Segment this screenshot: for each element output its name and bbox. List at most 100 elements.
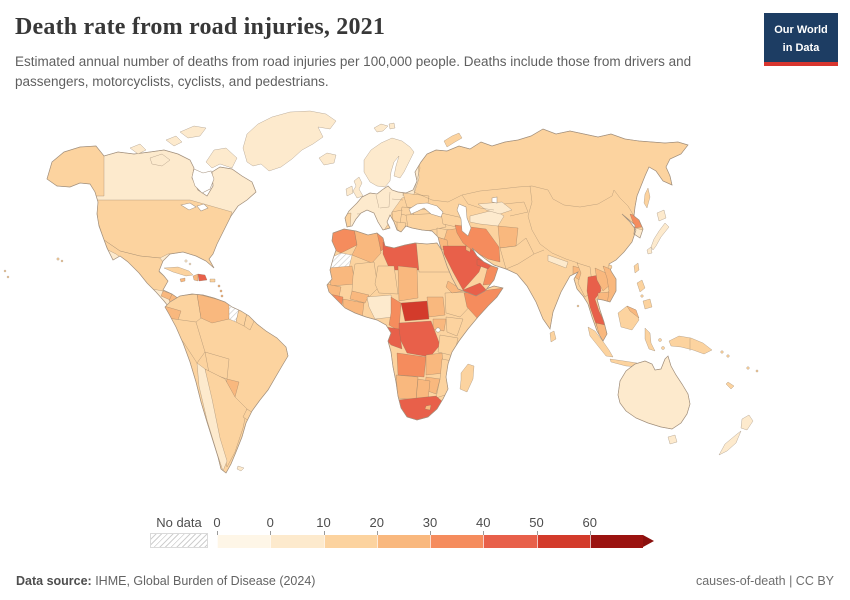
country-nigeria[interactable] [366,294,394,320]
country-philippines-luzon[interactable] [636,279,646,293]
country-canada-baffin[interactable] [205,147,238,169]
sea-black-sea [408,202,444,218]
legend-tick-mark [589,531,591,535]
country-canada-arctic-2[interactable] [165,135,183,147]
country-lesser-antilles-1[interactable] [217,284,221,288]
country-sri-lanka[interactable] [549,330,557,343]
country-svalbard[interactable] [373,122,396,133]
country-bahamas-2[interactable] [188,262,192,266]
legend-tick-label: 50 [529,515,544,530]
country-philippines-mindanao[interactable] [642,298,653,310]
country-lesser-antilles-2[interactable] [219,289,223,293]
country-new-zealand-south[interactable] [718,430,742,456]
country-australia[interactable] [617,355,691,430]
country-lesotho[interactable] [424,404,432,411]
legend-bin-3[interactable] [376,535,430,548]
country-falklands[interactable] [236,465,245,472]
legend-bin-1[interactable] [270,535,324,548]
country-afghanistan[interactable] [497,225,519,249]
country-uganda[interactable] [432,318,447,332]
country-moluccas-2[interactable] [661,346,665,350]
country-scandinavia[interactable] [363,137,415,188]
country-canada-arctic-1[interactable] [129,143,147,155]
country-portugal[interactable] [344,212,352,231]
country-japan-kyushu[interactable] [646,246,653,255]
island-pacific-2[interactable] [6,275,10,279]
country-ireland[interactable] [345,185,354,197]
country-chad[interactable] [397,265,419,302]
country-laos[interactable] [594,267,612,292]
country-taiwan[interactable] [633,262,640,274]
country-moluccas-1[interactable] [658,338,662,342]
country-usa-alaska[interactable] [40,128,105,197]
legend-no-data[interactable]: No data [150,515,208,548]
country-uk[interactable] [352,176,364,199]
country-madagascar[interactable] [459,363,475,393]
country-cambodia[interactable] [597,291,610,305]
legend-bin-4[interactable] [430,535,484,548]
country-angola[interactable] [396,352,427,378]
legend-bin-5[interactable] [483,535,537,548]
country-haiti[interactable] [192,273,199,282]
footer-license-link[interactable]: causes-of-death | CC BY [695,574,834,588]
country-iceland[interactable] [318,152,337,166]
country-hawaii-2[interactable] [60,259,64,263]
country-cuba[interactable] [163,266,194,277]
country-solomon-2[interactable] [726,354,730,358]
legend-bin-0[interactable] [217,535,271,548]
country-lesser-antilles-3[interactable] [220,294,224,298]
country-puerto-rico[interactable] [209,278,216,283]
country-kenya[interactable] [445,316,464,337]
country-fiji-1[interactable] [746,366,750,370]
country-niger[interactable] [374,265,399,295]
country-nepal[interactable] [547,254,569,269]
country-libya[interactable] [382,239,420,271]
owid-logo[interactable]: Our World in Data [764,13,838,66]
country-cameroon[interactable] [388,296,402,332]
country-jamaica[interactable] [179,277,186,283]
country-solomon-1[interactable] [720,350,724,354]
country-baltics[interactable] [401,176,414,191]
country-japan-hokkaido[interactable] [656,209,667,222]
country-sulawesi[interactable] [644,327,656,352]
sea-aral [491,196,498,204]
country-andaman[interactable] [576,304,580,308]
country-canada-ellesmere[interactable] [179,125,207,139]
country-canada-victoria-island[interactable] [149,153,171,167]
country-novaya-zemlya[interactable] [443,132,463,148]
country-borneo[interactable] [617,305,640,331]
country-new-caledonia[interactable] [725,381,735,390]
legend-bin-2[interactable] [323,535,377,548]
legend-bin-6[interactable] [536,535,590,548]
country-tanzania[interactable] [437,334,459,357]
country-dominican-republic[interactable] [197,273,208,282]
country-bahamas[interactable] [184,259,188,263]
country-chile[interactable] [196,362,228,472]
country-borneo-malaysia[interactable] [626,305,640,319]
country-japan-honshu[interactable] [650,222,670,251]
country-congo-gabon[interactable] [383,326,403,350]
country-uzbekistan[interactable] [477,201,513,215]
country-new-zealand-north[interactable] [740,414,754,431]
country-tasmania[interactable] [667,434,678,445]
country-mauritania[interactable] [327,265,356,287]
border-asia [413,149,635,264]
legend-tick-label: 0 [213,515,221,530]
country-hainan[interactable] [607,264,613,270]
island-pacific-1[interactable] [3,269,7,273]
legend-tick-label: 0 [266,515,274,530]
legend-bin-7[interactable] [589,535,643,548]
country-south-africa[interactable] [397,395,444,422]
country-namibia[interactable] [395,374,419,401]
country-sumatra[interactable] [587,326,614,358]
country-fiji-2[interactable] [755,369,759,373]
country-philippines-visayas[interactable] [640,294,644,298]
country-sakhalin[interactable] [643,187,651,209]
page-title: Death rate from road injuries, 2021 [15,14,386,40]
country-new-guinea[interactable] [668,335,713,355]
country-burkina-faso[interactable] [349,290,370,304]
country-south-sudan[interactable] [426,296,446,318]
country-central-african-republic[interactable] [400,300,430,322]
country-greenland[interactable] [242,110,337,172]
country-hawaii[interactable] [56,257,60,261]
